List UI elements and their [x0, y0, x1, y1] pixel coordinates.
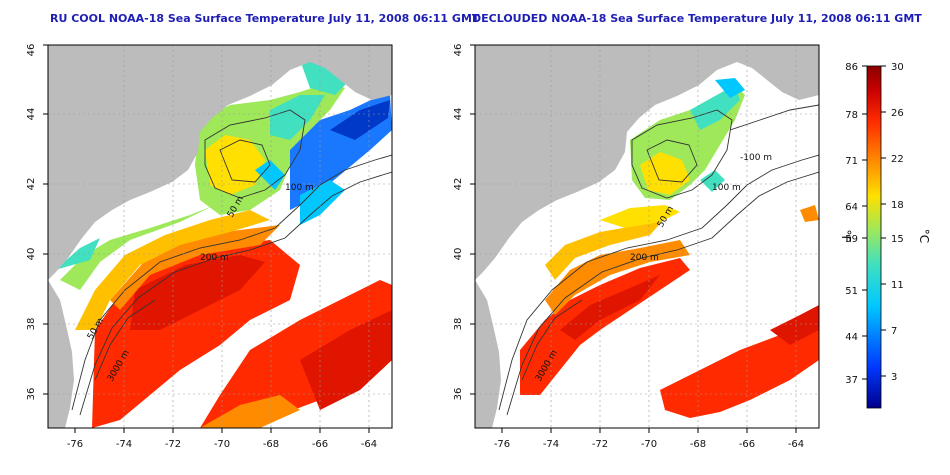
celsius-tick: 18 — [891, 200, 904, 211]
x-tick-label: -70 — [214, 439, 230, 450]
graticule — [475, 45, 819, 428]
x-tick-label: -74 — [543, 439, 559, 450]
sst-field — [55, 60, 392, 428]
x-tick-label: -72 — [165, 439, 181, 450]
x-tick-label: -68 — [690, 439, 706, 450]
land-southeast — [475, 280, 501, 428]
x-tick-label: -74 — [116, 439, 132, 450]
bathymetry-contours — [71, 109, 392, 416]
y-tick-label: 38 — [453, 318, 464, 331]
fahrenheit-unit-label: °F — [839, 230, 853, 243]
contour-label: 200 m — [630, 253, 659, 263]
land-southeast — [48, 280, 74, 428]
fahrenheit-tick: 51 — [845, 286, 858, 297]
contour-label: 100 m — [712, 183, 741, 193]
y-tick-label: 46 — [453, 44, 464, 57]
celsius-tick: 7 — [891, 326, 897, 337]
y-axis: 36 38 40 42 44 46 — [453, 44, 464, 401]
map-frame — [47, 44, 393, 429]
x-tick-label: -64 — [361, 439, 377, 450]
y-tick-label: 38 — [26, 318, 37, 331]
fahrenheit-tick: 64 — [845, 202, 858, 213]
contour-label: 200 m — [200, 253, 229, 263]
map-frame — [474, 44, 820, 429]
fahrenheit-tick: 37 — [845, 375, 858, 386]
axis-ticks — [43, 44, 370, 433]
fahrenheit-tick: 86 — [845, 62, 858, 73]
fahrenheit-tick: 59 — [845, 234, 858, 245]
left-panel-title: RU COOL NOAA-18 Sea Surface Temperature … — [50, 12, 480, 25]
celsius-tick: 26 — [891, 108, 904, 119]
celsius-tick: 3 — [891, 372, 897, 383]
fahrenheit-tick: 71 — [845, 156, 858, 167]
y-tick-label: 40 — [453, 248, 464, 261]
celsius-unit-label: °C — [917, 229, 931, 243]
contour-label: 100 m — [285, 183, 314, 193]
land-nova-scotia — [757, 50, 807, 72]
y-tick-label: 36 — [26, 388, 37, 401]
celsius-tick: 11 — [891, 280, 904, 291]
land-northeast — [475, 45, 819, 280]
x-tick-label: -76 — [67, 439, 83, 450]
x-tick-label: -68 — [263, 439, 279, 450]
contour-label: -100 m — [740, 153, 772, 163]
x-axis: -76 -74 -72 -70 -68 -66 -64 — [494, 439, 804, 450]
y-axis: 36 38 40 42 44 46 — [26, 44, 37, 401]
right-panel-title: DECLOUDED NOAA-18 Sea Surface Temperatur… — [472, 12, 922, 25]
left-map: 50 m 100 m 200 m 50 m 3000 m -76 -74 -72… — [26, 44, 393, 450]
y-tick-label: 36 — [453, 388, 464, 401]
colorbar: 86 78 71 64 59 51 44 37 30 26 22 18 15 1… — [839, 62, 931, 409]
right-map: -100 m 100 m 200 m 50 m 3000 m -76 -74 -… — [453, 44, 820, 450]
y-tick-label: 44 — [453, 108, 464, 121]
y-tick-label: 46 — [26, 44, 37, 57]
bathymetry-contours — [498, 104, 819, 416]
axis-ticks — [470, 44, 797, 433]
x-tick-label: -72 — [592, 439, 608, 450]
celsius-scale: 30 26 22 18 15 11 7 3 — [891, 62, 904, 383]
fahrenheit-tick: 44 — [845, 332, 858, 343]
graticule — [48, 45, 392, 428]
y-tick-label: 42 — [453, 178, 464, 191]
fahrenheit-scale: 86 78 71 64 59 51 44 37 — [845, 62, 858, 386]
celsius-tick: 22 — [891, 154, 904, 165]
colorbar-gradient — [866, 65, 882, 409]
land-nova-scotia — [330, 50, 380, 72]
x-tick-label: -76 — [494, 439, 510, 450]
sst-field — [480, 70, 819, 418]
y-tick-label: 44 — [26, 108, 37, 121]
x-tick-label: -70 — [641, 439, 657, 450]
x-tick-label: -66 — [739, 439, 755, 450]
celsius-tick: 15 — [891, 234, 904, 245]
celsius-tick: 30 — [891, 62, 904, 73]
x-tick-label: -64 — [788, 439, 804, 450]
y-tick-label: 42 — [26, 178, 37, 191]
x-axis: -76 -74 -72 -70 -68 -66 -64 — [67, 439, 377, 450]
fahrenheit-tick: 78 — [845, 110, 858, 121]
land-northeast — [48, 45, 392, 280]
y-tick-label: 40 — [26, 248, 37, 261]
x-tick-label: -66 — [312, 439, 328, 450]
